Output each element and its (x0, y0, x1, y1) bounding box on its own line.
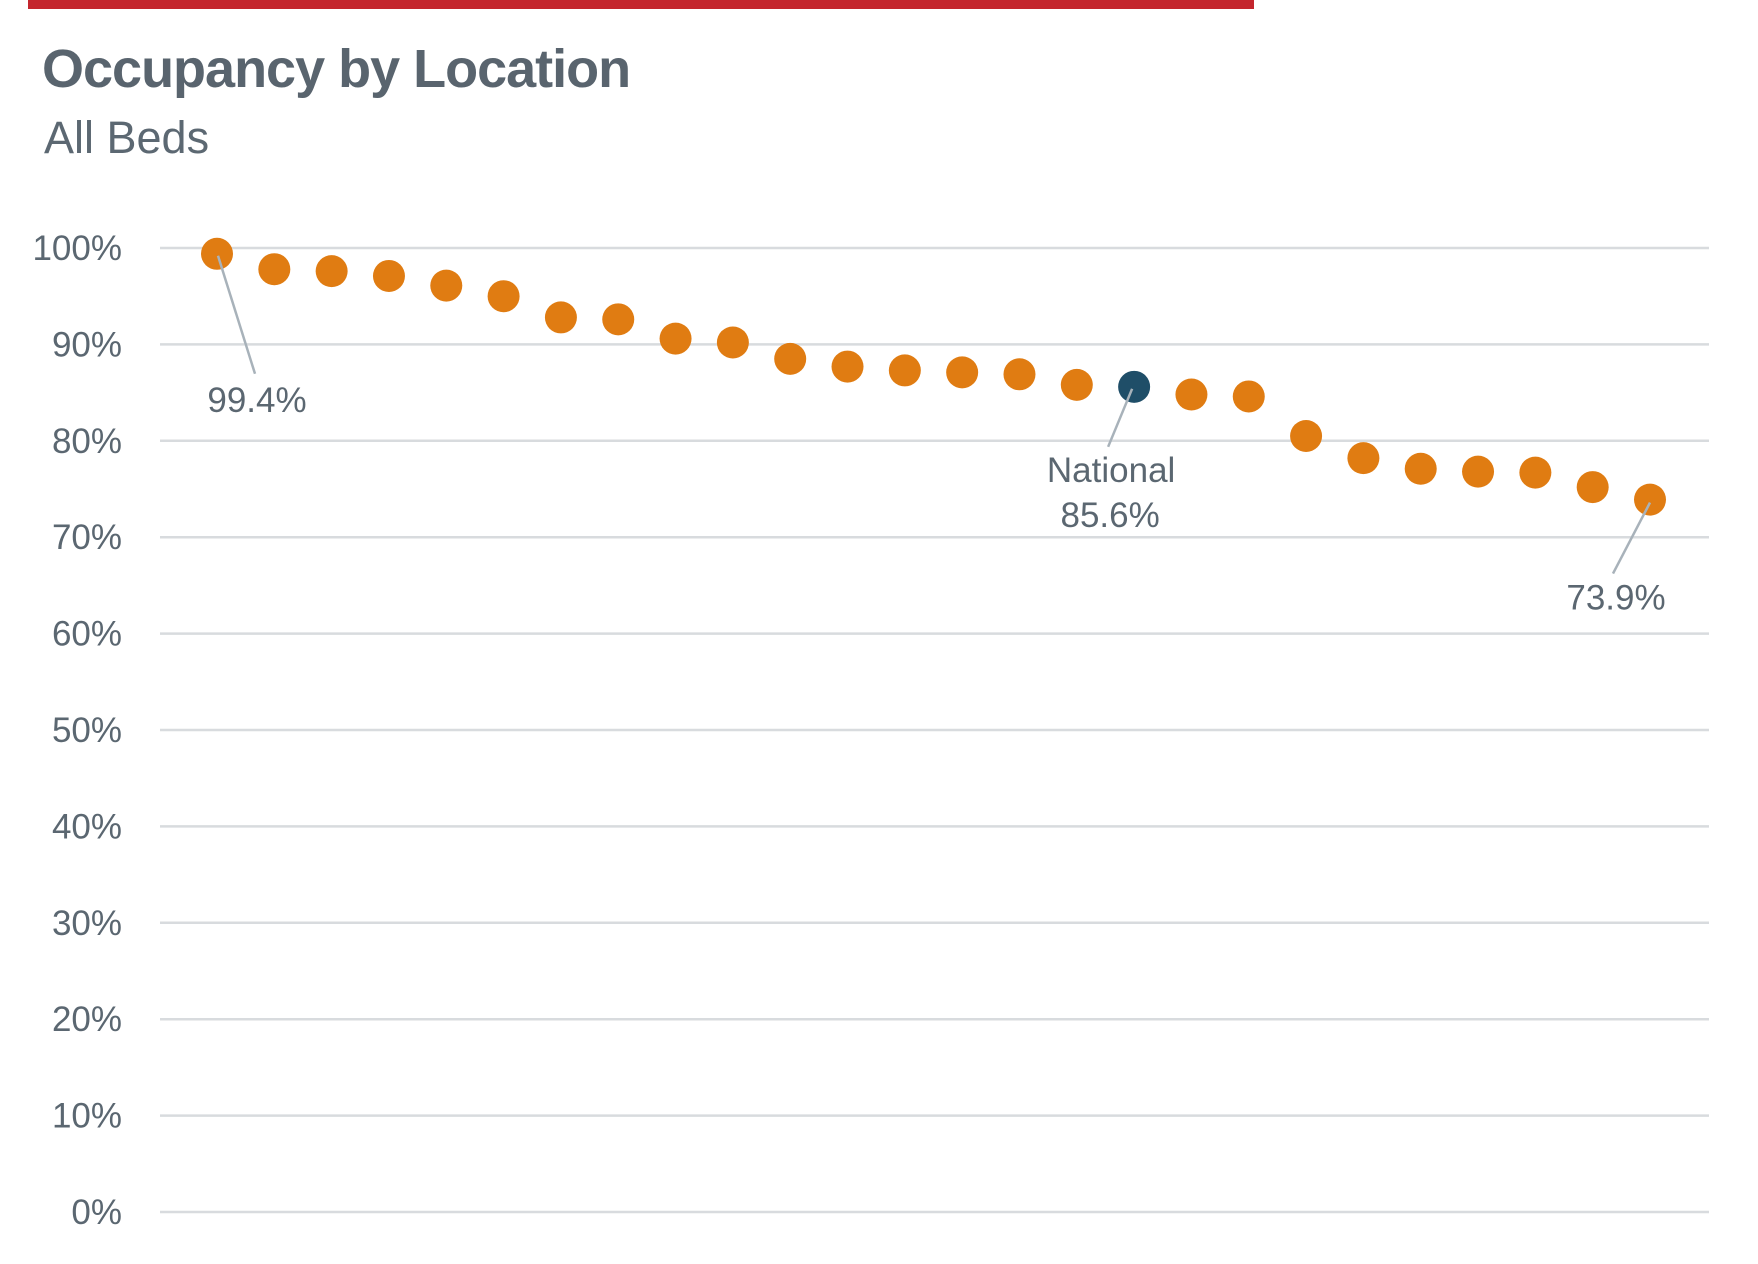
location-data-point (1519, 456, 1552, 489)
annotation-text: 85.6% (1060, 496, 1159, 535)
y-tick-label: 50% (52, 711, 122, 750)
y-tick-label: 80% (52, 422, 122, 461)
location-data-point (430, 269, 463, 302)
annotation-leader-line (1611, 502, 1652, 575)
location-data-point (1404, 452, 1437, 485)
y-tick-label: 70% (52, 518, 122, 557)
location-data-point (1634, 483, 1666, 516)
location-data-point (659, 322, 692, 355)
location-data-point (1462, 455, 1495, 488)
location-data-point (201, 237, 233, 270)
y-tick-label: 30% (52, 904, 122, 943)
location-data-point (1060, 368, 1093, 401)
location-data-point (258, 253, 291, 286)
location-data-point (774, 342, 807, 375)
location-data-point (544, 301, 577, 334)
location-data-point (946, 356, 979, 389)
y-tick-label: 60% (52, 615, 122, 654)
location-data-point (831, 350, 864, 383)
y-tick-label: 100% (32, 229, 122, 268)
location-data-point (1003, 358, 1036, 391)
annotation-text: 99.4% (207, 381, 306, 420)
location-data-point (1175, 378, 1208, 411)
location-data-point (888, 354, 921, 387)
y-tick-label: 10% (52, 1097, 122, 1136)
location-data-point (1576, 471, 1609, 504)
chart-title: Occupancy by Location (42, 39, 631, 99)
annotation-text: National (1047, 451, 1175, 490)
location-data-point (487, 280, 520, 313)
location-data-point (1347, 442, 1380, 475)
national-data-point (1118, 370, 1151, 403)
annotation-leader-line (216, 255, 257, 375)
location-data-point (372, 259, 405, 292)
annotation-text: 73.9% (1566, 579, 1665, 618)
y-tick-label: 90% (52, 325, 122, 364)
chart-subtitle: All Beds (44, 112, 210, 163)
y-tick-label: 20% (52, 1000, 122, 1039)
location-data-point (1290, 419, 1323, 452)
annotation-leader-line (1106, 388, 1134, 448)
y-tick-label: 0% (71, 1193, 122, 1232)
y-tick-label: 40% (52, 807, 122, 846)
location-data-point (716, 326, 749, 359)
location-data-point (602, 303, 635, 336)
location-data-point (315, 255, 348, 288)
location-data-point (1232, 380, 1265, 413)
top-accent-bar (28, 0, 1254, 9)
